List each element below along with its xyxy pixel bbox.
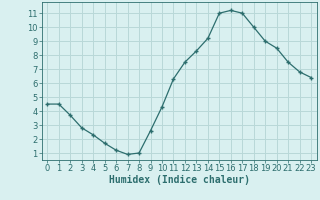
X-axis label: Humidex (Indice chaleur): Humidex (Indice chaleur) bbox=[109, 175, 250, 185]
